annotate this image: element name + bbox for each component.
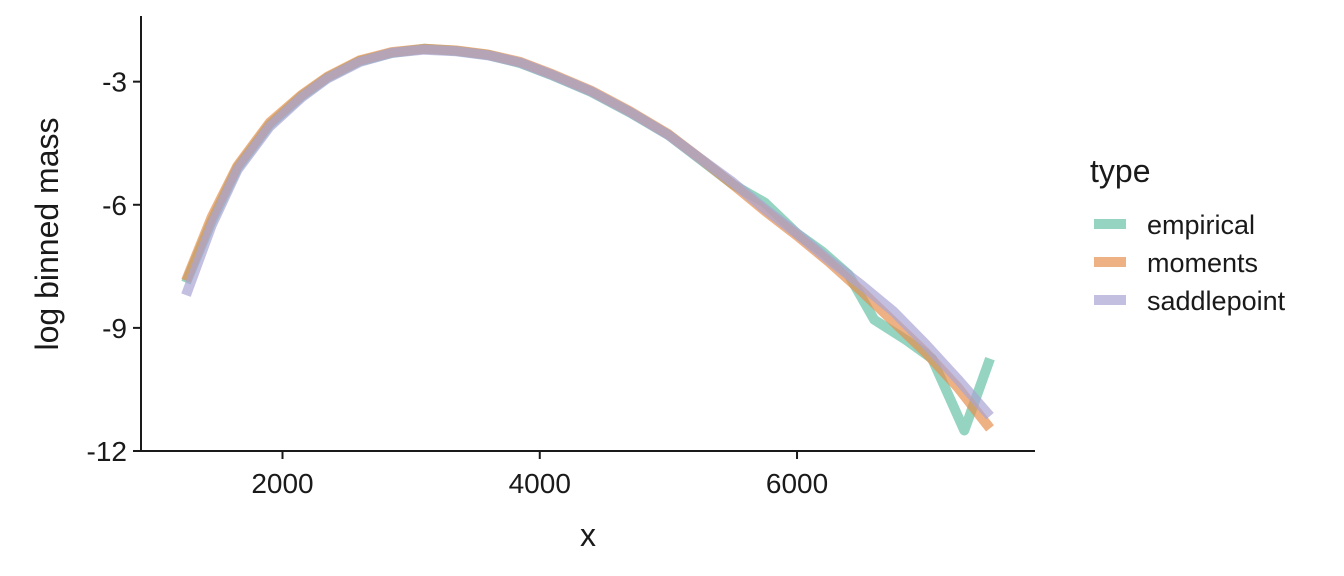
axes-layer xyxy=(140,16,1035,452)
x-tick-label: 2000 xyxy=(251,468,313,499)
legend-label-moments: moments xyxy=(1147,248,1258,278)
series-layer xyxy=(181,43,995,436)
series-line-empirical xyxy=(181,43,995,436)
series-line-moments xyxy=(181,43,994,432)
legend: type empirical moments saddlepoint xyxy=(1090,153,1286,316)
legend-label-saddlepoint: saddlepoint xyxy=(1147,286,1286,316)
x-tick-label: 6000 xyxy=(766,468,828,499)
y-tick-label: -6 xyxy=(102,190,127,221)
y-tick-label: -12 xyxy=(87,436,127,467)
y-tick-label: -3 xyxy=(102,67,127,98)
y-tick-label: -9 xyxy=(102,313,127,344)
x-tick-label: 4000 xyxy=(509,468,571,499)
series-line-saddlepoint xyxy=(181,44,994,420)
ticks-layer: 2000 4000 6000 -3 -6 -9 -12 xyxy=(87,67,829,499)
y-axis-title: log binned mass xyxy=(29,117,65,350)
x-axis-title: x xyxy=(580,517,596,553)
legend-title: type xyxy=(1090,153,1150,189)
legend-label-empirical: empirical xyxy=(1147,210,1255,240)
